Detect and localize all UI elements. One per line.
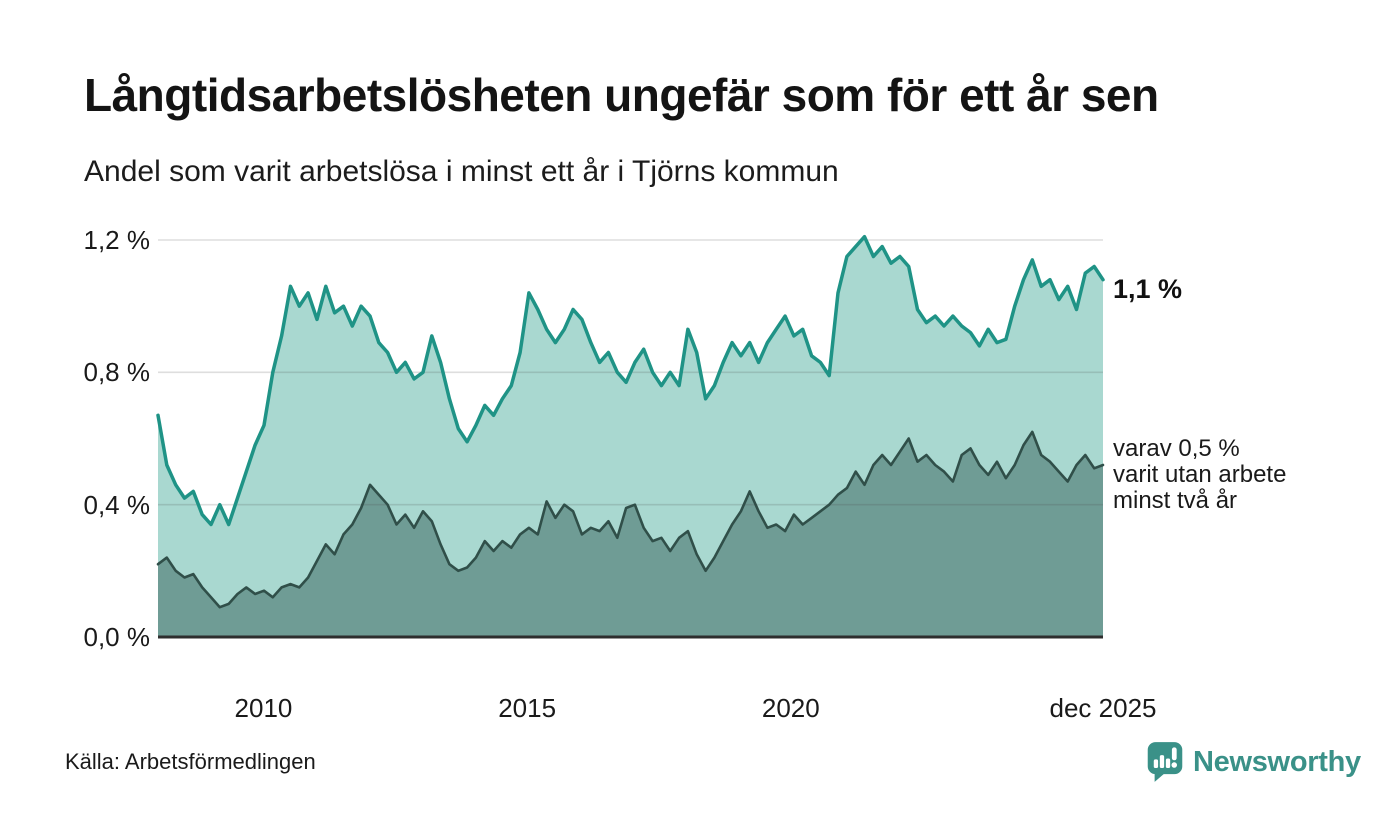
x-tick-label: 2015: [498, 693, 557, 723]
x-tick-label: 2010: [234, 693, 293, 723]
x-tick-label: dec 2025: [1049, 693, 1157, 723]
page-title: Långtidsarbetslösheten ungefär som för e…: [84, 69, 1159, 121]
area-unemployed-two-years: [158, 431, 1103, 637]
source-note: Källa: Arbetsförmedlingen: [65, 749, 316, 774]
newsworthy-logo: Newsworthy: [1146, 740, 1361, 784]
latest-value-label: 1,1 %: [1113, 274, 1183, 304]
y-tick-label: 1,2 %: [83, 225, 151, 255]
newsworthy-icon: [1147, 742, 1183, 782]
line-unemployed-two-years: [156, 430, 1105, 609]
newsworthy-wordmark: Newsworthy: [1193, 746, 1361, 778]
chart-subtitle: Andel som varit arbetslösa i minst ett å…: [84, 155, 839, 188]
two-year-annotation: varav 0,5 % varit utan arbete minst två …: [1113, 436, 1286, 514]
y-tick-label: 0,8 %: [83, 357, 151, 388]
two-year-annotation-line2: varit utan arbete: [1113, 461, 1287, 488]
two-year-annotation-line3: minst två år: [1113, 487, 1238, 514]
y-tick-label: 0,0 %: [83, 622, 151, 652]
two-year-annotation-line1: varav 0,5 %: [1113, 435, 1240, 462]
x-tick-label: 2020: [761, 693, 820, 723]
line-unemployed-one-year: [156, 234, 1105, 527]
y-tick-label: 0,4 %: [83, 489, 151, 520]
